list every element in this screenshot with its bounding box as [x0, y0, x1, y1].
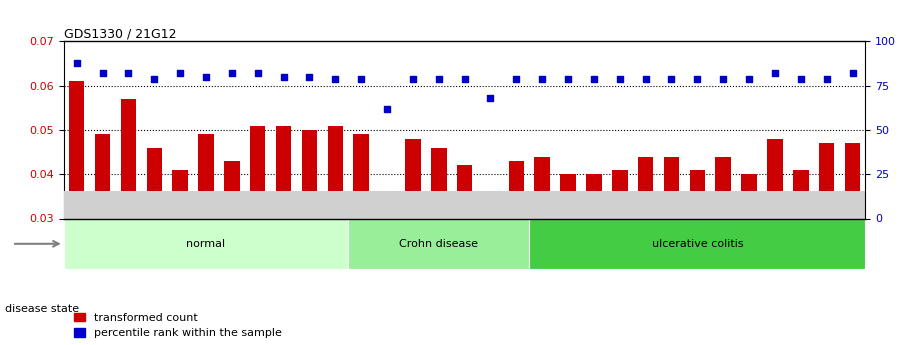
Text: ulcerative colitis: ulcerative colitis [651, 239, 743, 249]
Bar [250, 126, 265, 218]
Text: Crohn disease: Crohn disease [399, 239, 478, 249]
Bar [276, 126, 292, 218]
Point [664, 76, 679, 81]
Bar [69, 81, 85, 218]
Point [819, 76, 834, 81]
Point [716, 76, 731, 81]
Bar [456, 165, 473, 218]
Bar [483, 201, 498, 218]
Bar [664, 157, 680, 218]
Bar [508, 161, 524, 218]
Point [276, 74, 291, 80]
Point [535, 76, 549, 81]
Bar [405, 139, 421, 218]
Text: GDS1330 / 21G12: GDS1330 / 21G12 [64, 27, 176, 40]
Bar [586, 174, 601, 218]
Bar [353, 134, 369, 218]
Bar [793, 170, 809, 218]
Bar [379, 192, 394, 218]
Point [69, 60, 84, 66]
Bar [120, 99, 136, 218]
Point [199, 74, 213, 80]
Point [793, 76, 808, 81]
Bar [431, 148, 446, 218]
Point [457, 76, 472, 81]
Point [173, 70, 188, 76]
Bar [199, 134, 214, 218]
Point [509, 76, 524, 81]
Bar [819, 143, 834, 218]
Point [483, 95, 497, 101]
Bar [844, 143, 860, 218]
Point [742, 76, 756, 81]
Bar [529, 218, 865, 269]
Legend: transformed count, percentile rank within the sample: transformed count, percentile rank withi… [69, 308, 286, 343]
Point [147, 76, 161, 81]
Point [845, 70, 860, 76]
Point [353, 76, 368, 81]
Text: normal: normal [187, 239, 226, 249]
Bar [560, 174, 576, 218]
Point [768, 70, 783, 76]
Bar [690, 170, 705, 218]
Point [96, 70, 110, 76]
Point [690, 76, 704, 81]
Bar [64, 218, 348, 269]
Point [639, 76, 653, 81]
Bar [638, 157, 653, 218]
Point [225, 70, 240, 76]
Bar [302, 130, 317, 218]
Point [587, 76, 601, 81]
Point [405, 76, 420, 81]
Bar [612, 170, 628, 218]
Bar [95, 134, 110, 218]
Point [328, 76, 343, 81]
Point [302, 74, 317, 80]
Bar [348, 218, 529, 269]
Text: disease state: disease state [5, 304, 78, 314]
Bar [64, 191, 865, 218]
Bar [742, 174, 757, 218]
Point [432, 76, 446, 81]
Point [561, 76, 576, 81]
Point [251, 70, 265, 76]
Bar [147, 148, 162, 218]
Bar [172, 170, 188, 218]
Bar [224, 161, 240, 218]
Bar [715, 157, 731, 218]
Bar [767, 139, 783, 218]
Point [380, 106, 394, 111]
Bar [328, 126, 343, 218]
Bar [535, 157, 550, 218]
Point [612, 76, 627, 81]
Point [121, 70, 136, 76]
